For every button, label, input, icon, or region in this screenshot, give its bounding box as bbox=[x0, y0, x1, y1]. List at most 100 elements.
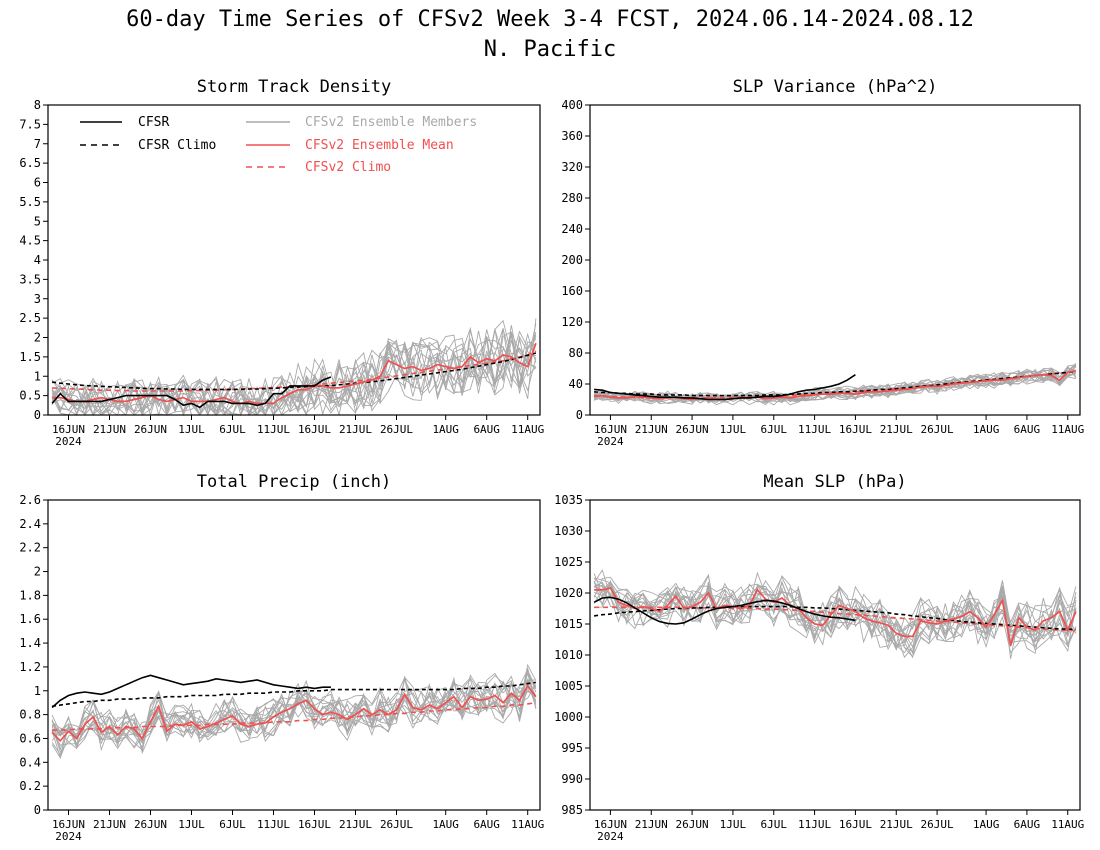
legend-members-label: CFSv2 Ensemble Members bbox=[305, 115, 477, 130]
series-ensemble-member bbox=[51, 329, 537, 417]
y-tick-label: 320 bbox=[561, 160, 583, 174]
x-tick-label: 11AUG bbox=[1051, 818, 1084, 831]
x-tick-label: 21JUL bbox=[339, 818, 372, 831]
x-tick-label: 6AUG bbox=[1014, 818, 1041, 831]
chart-panel-3: Total Precip (inch) 0 0.2 0.4 0.6 0.8 1 1.2 1.4 1… bbox=[19, 472, 544, 843]
x-tick-label: 26JUL bbox=[380, 818, 413, 831]
x-year-label: 2024 bbox=[55, 435, 82, 448]
y-tick-label: 200 bbox=[561, 253, 583, 267]
x-tick-label: 16JUN bbox=[52, 818, 85, 831]
x-tick-label: 11AUG bbox=[511, 423, 544, 436]
y-tick-label: 6 bbox=[34, 176, 41, 190]
y-tick-label: 2.6 bbox=[19, 493, 41, 507]
y-tick-label: 280 bbox=[561, 191, 583, 205]
x-tick-label: 21JUN bbox=[635, 818, 668, 831]
x-tick-label: 21JUN bbox=[93, 818, 126, 831]
x-tick-label: 26JUL bbox=[380, 423, 413, 436]
x-tick-label: 16JUN bbox=[594, 818, 627, 831]
x-tick-label: 21JUL bbox=[880, 818, 913, 831]
x-tick-label: 6JUL bbox=[219, 423, 246, 436]
legend-cfsr-climo-label: CFSR Climo bbox=[138, 138, 216, 153]
series-ensemble-member bbox=[593, 582, 1077, 653]
x-tick-label: 16JUL bbox=[839, 818, 872, 831]
x-tick-label: 21JUL bbox=[339, 423, 372, 436]
legend-ens-mean-label: CFSv2 Ensemble Mean bbox=[305, 138, 454, 153]
figure-subtitle: N. Pacific bbox=[484, 37, 616, 62]
y-tick-label: 1000 bbox=[554, 710, 583, 724]
series-ensemble-member bbox=[594, 580, 1077, 644]
series-ensemble-member bbox=[51, 339, 537, 416]
x-tick-label: 6AUG bbox=[473, 818, 500, 831]
x-year-label: 2024 bbox=[597, 830, 624, 843]
x-tick-label: 26JUN bbox=[676, 818, 709, 831]
y-tick-label: 160 bbox=[561, 284, 583, 298]
x-tick-label: 1JUL bbox=[720, 818, 747, 831]
x-tick-label: 21JUL bbox=[880, 423, 913, 436]
y-tick-label: 1025 bbox=[554, 555, 583, 569]
y-tick-label: 360 bbox=[561, 129, 583, 143]
series-ensemble-member bbox=[51, 672, 537, 740]
x-tick-label: 16JUL bbox=[298, 423, 331, 436]
y-tick-label: 0.6 bbox=[19, 731, 41, 745]
y-tick-label: 0.5 bbox=[19, 389, 41, 403]
panel-title: Mean SLP (hPa) bbox=[763, 472, 906, 492]
y-tick-label: 1.4 bbox=[19, 636, 41, 650]
x-tick-label: 6AUG bbox=[473, 423, 500, 436]
y-tick-label: 1 bbox=[34, 369, 41, 383]
panel-title: Total Precip (inch) bbox=[197, 472, 391, 492]
y-tick-label: 5 bbox=[34, 214, 41, 228]
x-tick-label: 11JUL bbox=[257, 423, 290, 436]
y-tick-label: 2.5 bbox=[19, 311, 41, 325]
x-tick-label: 6JUL bbox=[761, 818, 788, 831]
series-ensemble-member bbox=[593, 581, 1077, 652]
y-tick-label: 4.5 bbox=[19, 234, 41, 248]
y-tick-label: 1010 bbox=[554, 648, 583, 662]
series-ensemble-member bbox=[51, 330, 537, 417]
x-tick-label: 21JUN bbox=[93, 423, 126, 436]
y-tick-label: 120 bbox=[561, 315, 583, 329]
x-tick-label: 11JUL bbox=[257, 818, 290, 831]
x-tick-label: 1AUG bbox=[973, 818, 1000, 831]
y-tick-label: 6.5 bbox=[19, 156, 41, 170]
y-tick-label: 2.2 bbox=[19, 541, 41, 555]
plot-frame bbox=[47, 499, 541, 811]
y-tick-label: 995 bbox=[561, 741, 583, 755]
x-tick-label: 1JUL bbox=[178, 818, 205, 831]
series-ensemble-mean bbox=[51, 684, 537, 743]
series-ensemble-member bbox=[51, 326, 537, 417]
series-ensemble-member bbox=[51, 318, 537, 417]
x-tick-label: 26JUN bbox=[134, 818, 167, 831]
x-tick-label: 26JUN bbox=[134, 423, 167, 436]
y-tick-label: 990 bbox=[561, 772, 583, 786]
y-tick-label: 7.5 bbox=[19, 117, 41, 131]
legend-cfsv2-climo-label: CFSv2 Climo bbox=[305, 160, 391, 175]
plot-frame bbox=[47, 104, 541, 416]
x-tick-label: 11AUG bbox=[511, 818, 544, 831]
plot-frame bbox=[589, 104, 1081, 416]
y-tick-label: 5.5 bbox=[19, 195, 41, 209]
y-tick-label: 1015 bbox=[554, 617, 583, 631]
x-tick-label: 1AUG bbox=[973, 423, 1000, 436]
x-tick-label: 1JUL bbox=[178, 423, 205, 436]
y-tick-label: 1.2 bbox=[19, 660, 41, 674]
series-cfsr bbox=[51, 674, 331, 709]
y-tick-label: 0.4 bbox=[19, 755, 41, 769]
y-tick-label: 1 bbox=[34, 684, 41, 698]
y-tick-label: 2 bbox=[34, 331, 41, 345]
x-tick-label: 16JUL bbox=[839, 423, 872, 436]
panel-title: SLP Variance (hPa^2) bbox=[733, 77, 938, 97]
y-tick-label: 4 bbox=[34, 253, 41, 267]
x-year-label: 2024 bbox=[597, 435, 624, 448]
y-tick-label: 1.6 bbox=[19, 612, 41, 626]
x-tick-label: 26JUL bbox=[921, 423, 954, 436]
series-ensemble-member bbox=[51, 682, 537, 759]
series-ensemble-mean bbox=[594, 587, 1077, 646]
x-tick-label: 6JUL bbox=[761, 423, 788, 436]
x-tick-label: 26JUL bbox=[921, 818, 954, 831]
y-tick-label: 3.5 bbox=[19, 272, 41, 286]
x-tick-label: 6JUL bbox=[219, 818, 246, 831]
legend-cfsr-label: CFSR bbox=[138, 115, 169, 130]
series-cfsr bbox=[593, 596, 856, 625]
chart-panel-4: Mean SLP (hPa) 985 990 995 1000 1005 1010 1015 1… bbox=[554, 472, 1084, 843]
